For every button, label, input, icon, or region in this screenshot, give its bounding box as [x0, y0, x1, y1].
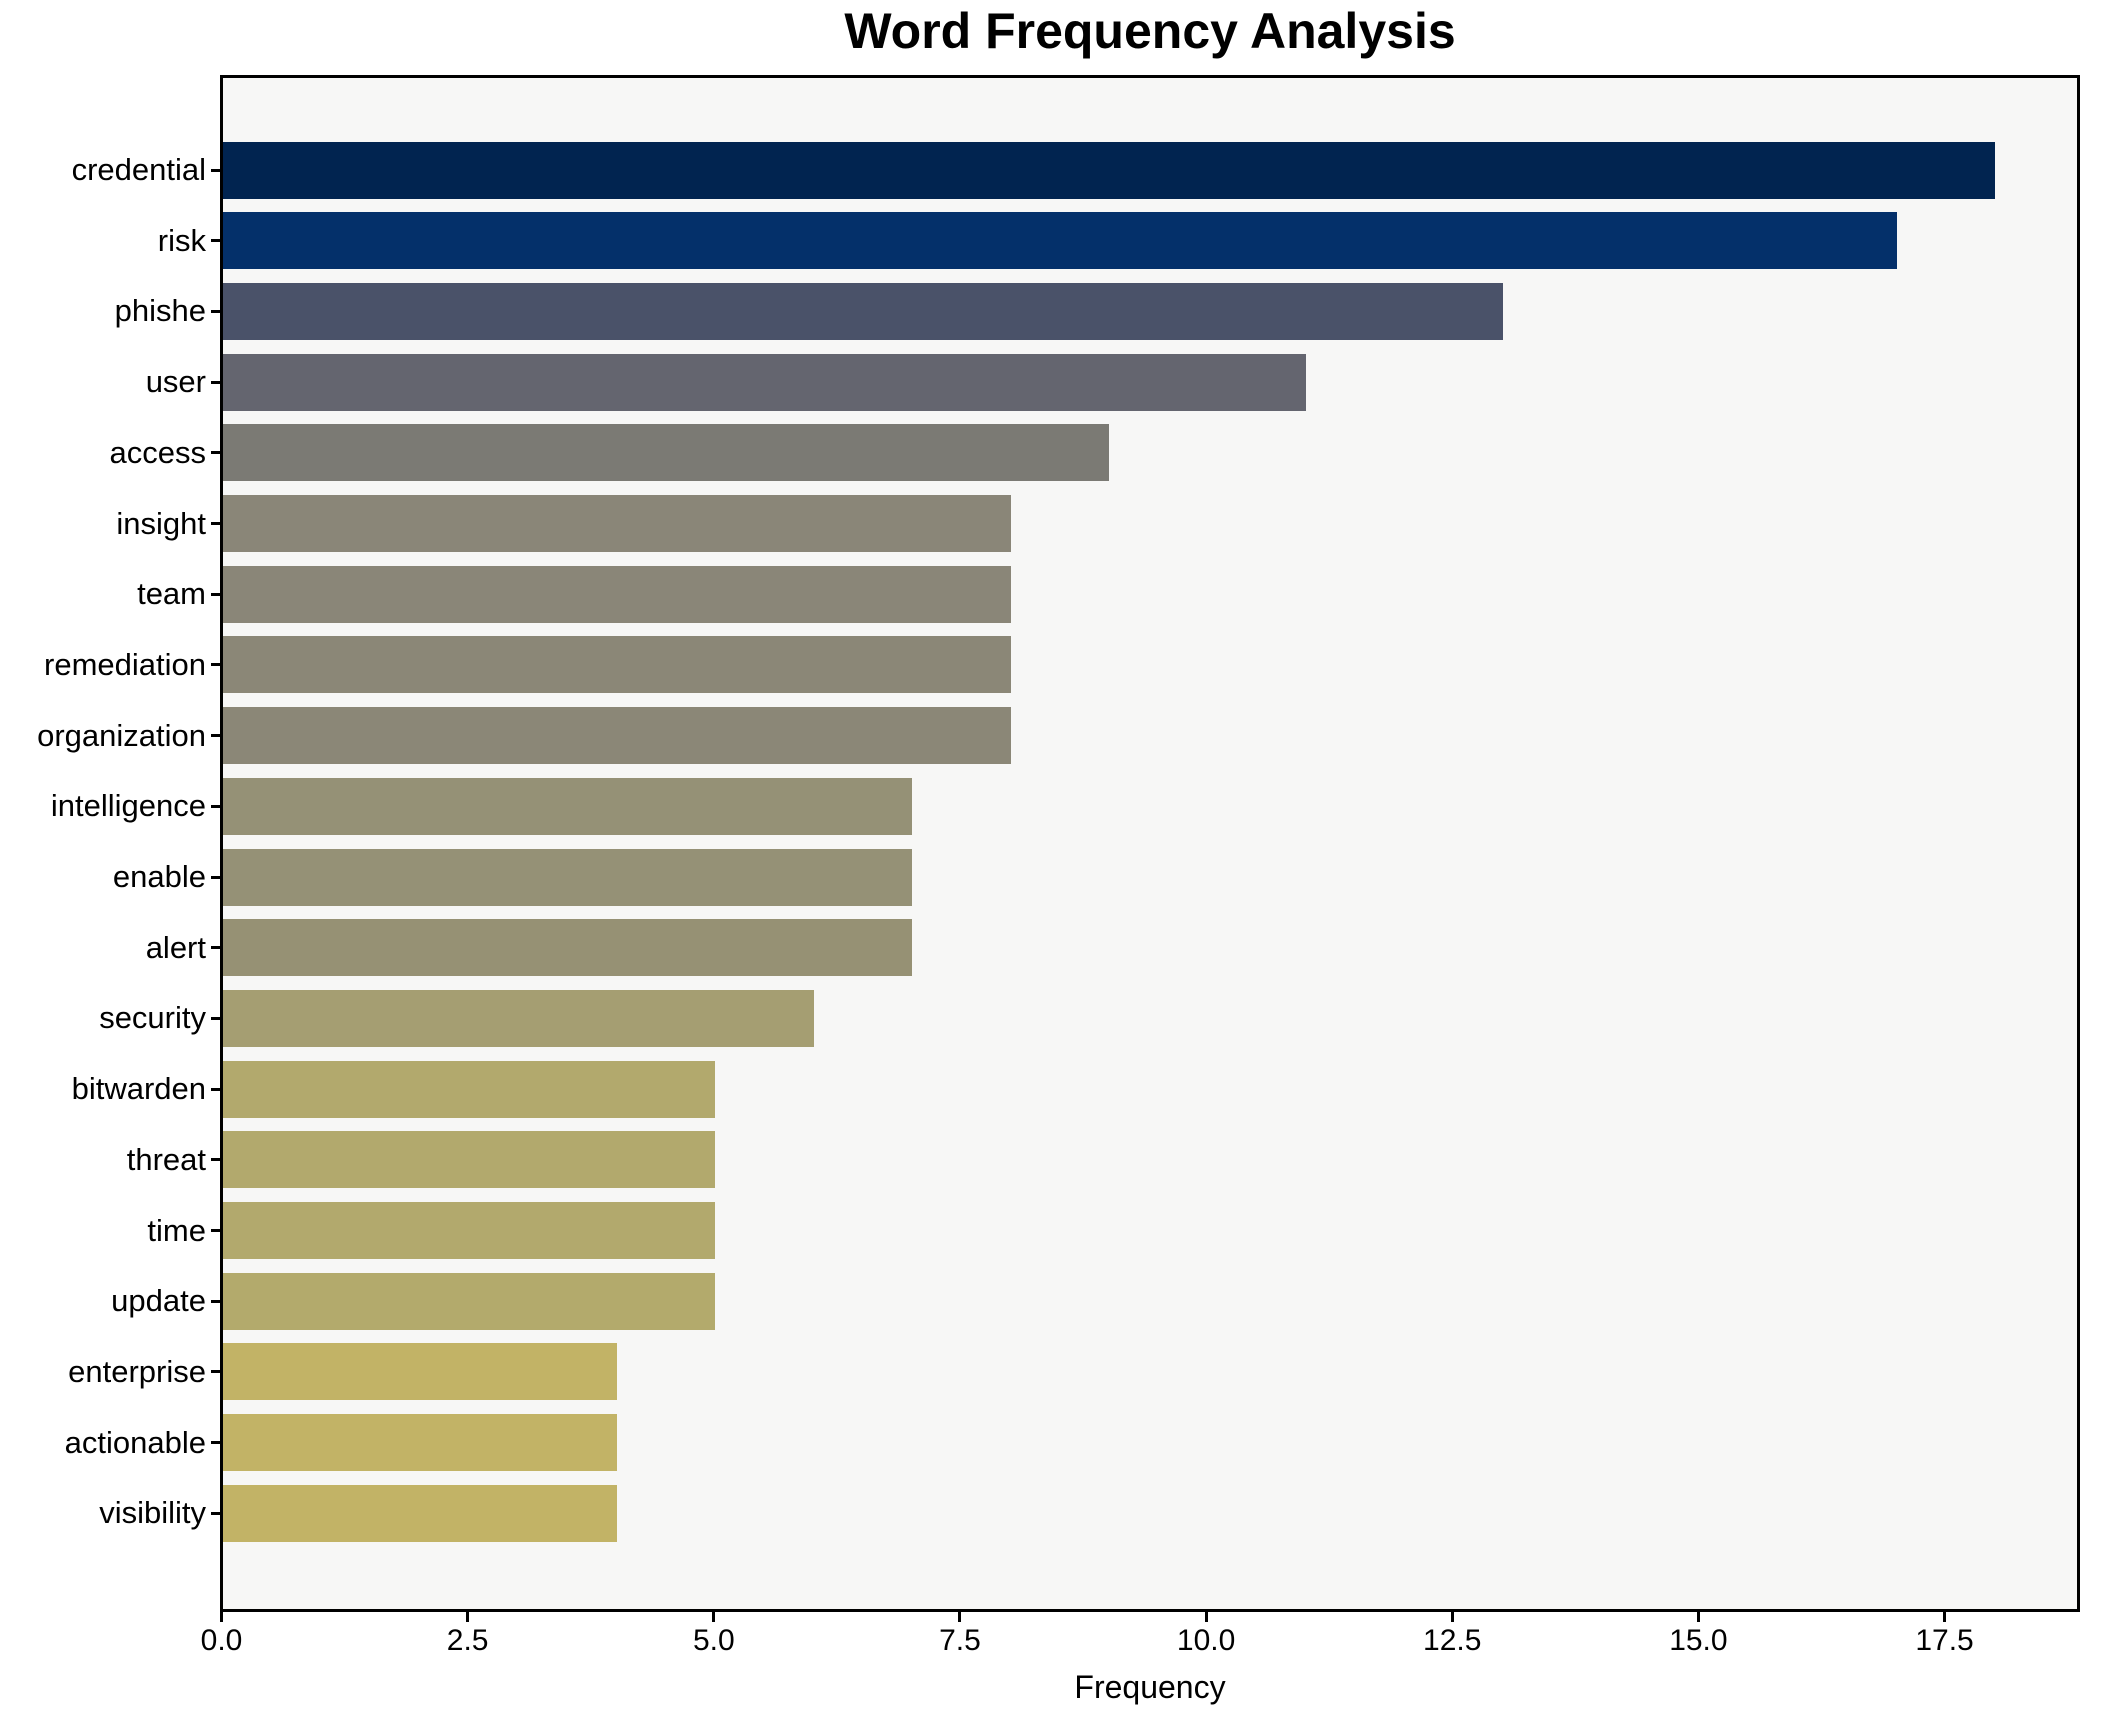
- bar-user: [223, 353, 1306, 411]
- bar-remediation: [223, 636, 1011, 694]
- y-tick-mark: [211, 239, 220, 243]
- x-tick-label-15.0: 15.0: [1669, 1624, 1728, 1657]
- bar-security: [223, 989, 814, 1047]
- y-axis-label-insight: insight: [116, 505, 206, 541]
- y-tick-mark: [211, 1087, 220, 1091]
- x-tick-label-10.0: 10.0: [1176, 1624, 1236, 1657]
- x-tick-mark: [1696, 1612, 1700, 1622]
- y-axis-label-phishe: phishe: [114, 293, 206, 329]
- y-axis-label-security: security: [99, 1000, 206, 1036]
- x-tick-label-12.5: 12.5: [1423, 1624, 1482, 1657]
- bar-enable: [223, 848, 912, 906]
- y-axis-label-team: team: [137, 576, 206, 612]
- y-tick-mark: [211, 1158, 220, 1162]
- bar-intelligence: [223, 777, 912, 835]
- y-axis-label-organization: organization: [37, 717, 206, 753]
- y-tick-mark: [211, 875, 220, 879]
- y-tick-mark: [211, 1229, 220, 1232]
- bar-alert: [223, 919, 912, 977]
- x-tick-mark: [712, 1612, 716, 1622]
- chart-title: Word Frequency Analysis: [844, 3, 1456, 59]
- bar-access: [223, 424, 1109, 482]
- bar-update: [223, 1272, 715, 1330]
- bar-team: [223, 565, 1011, 623]
- bar-threat: [223, 1131, 715, 1189]
- bar-credential: [223, 141, 1995, 199]
- y-axis-label-enterprise: enterprise: [68, 1353, 206, 1389]
- x-tick-label-5.0: 5.0: [692, 1624, 735, 1657]
- y-axis-label-alert: alert: [145, 929, 206, 965]
- x-tick-label-17.5: 17.5: [1915, 1624, 1974, 1657]
- y-axis-label-time: time: [147, 1212, 206, 1248]
- y-axis-label-risk: risk: [157, 222, 206, 258]
- y-axis-label-credential: credential: [71, 152, 206, 187]
- y-axis-label-threat: threat: [126, 1141, 206, 1177]
- x-tick-mark: [1943, 1612, 1947, 1622]
- x-tick-mark: [466, 1612, 470, 1622]
- bar-risk: [223, 212, 1897, 270]
- y-axis-label-bitwarden: bitwarden: [71, 1071, 206, 1107]
- plot-area: [220, 75, 2080, 1612]
- y-axis-label-remediation: remediation: [44, 646, 206, 682]
- y-axis-label-user: user: [145, 364, 206, 400]
- y-tick-mark: [211, 451, 220, 455]
- y-tick-mark: [211, 309, 220, 313]
- y-axis-label-access: access: [109, 434, 206, 470]
- x-tick-label-7.5: 7.5: [939, 1624, 981, 1657]
- x-tick-label-0.0: 0.0: [200, 1624, 243, 1657]
- y-axis-label-update: update: [111, 1283, 206, 1319]
- y-tick-mark: [211, 1016, 220, 1020]
- x-tick-mark: [1204, 1612, 1208, 1622]
- y-tick-mark: [211, 1511, 220, 1515]
- y-axis-label-visibility: visibility: [99, 1495, 206, 1531]
- bar-time: [223, 1202, 715, 1259]
- y-tick-mark: [211, 168, 220, 172]
- y-tick-mark: [211, 1441, 220, 1445]
- bar-enterprise: [223, 1343, 617, 1401]
- y-tick-mark: [211, 1370, 220, 1374]
- x-axis-title: Frequency: [1074, 1669, 1226, 1705]
- x-tick-mark: [1450, 1612, 1454, 1622]
- y-axis-label-enable: enable: [112, 859, 206, 894]
- y-tick-mark: [211, 380, 220, 384]
- bar-actionable: [223, 1414, 617, 1472]
- y-tick-mark: [211, 522, 220, 525]
- bar-insight: [223, 495, 1011, 552]
- y-axis-label-actionable: actionable: [64, 1424, 206, 1460]
- x-tick-label-2.5: 2.5: [446, 1624, 489, 1657]
- y-tick-mark: [211, 1299, 220, 1303]
- y-tick-mark: [211, 663, 220, 667]
- y-tick-mark: [211, 592, 220, 596]
- bar-organization: [223, 707, 1011, 765]
- bar-phishe: [223, 282, 1503, 340]
- bar-visibility: [223, 1484, 617, 1542]
- y-tick-mark: [211, 734, 220, 738]
- y-tick-mark: [211, 804, 220, 808]
- bar-bitwarden: [223, 1060, 715, 1118]
- y-tick-mark: [211, 946, 220, 950]
- x-tick-mark: [220, 1612, 223, 1622]
- y-axis-label-intelligence: intelligence: [50, 788, 206, 824]
- x-tick-mark: [958, 1612, 962, 1622]
